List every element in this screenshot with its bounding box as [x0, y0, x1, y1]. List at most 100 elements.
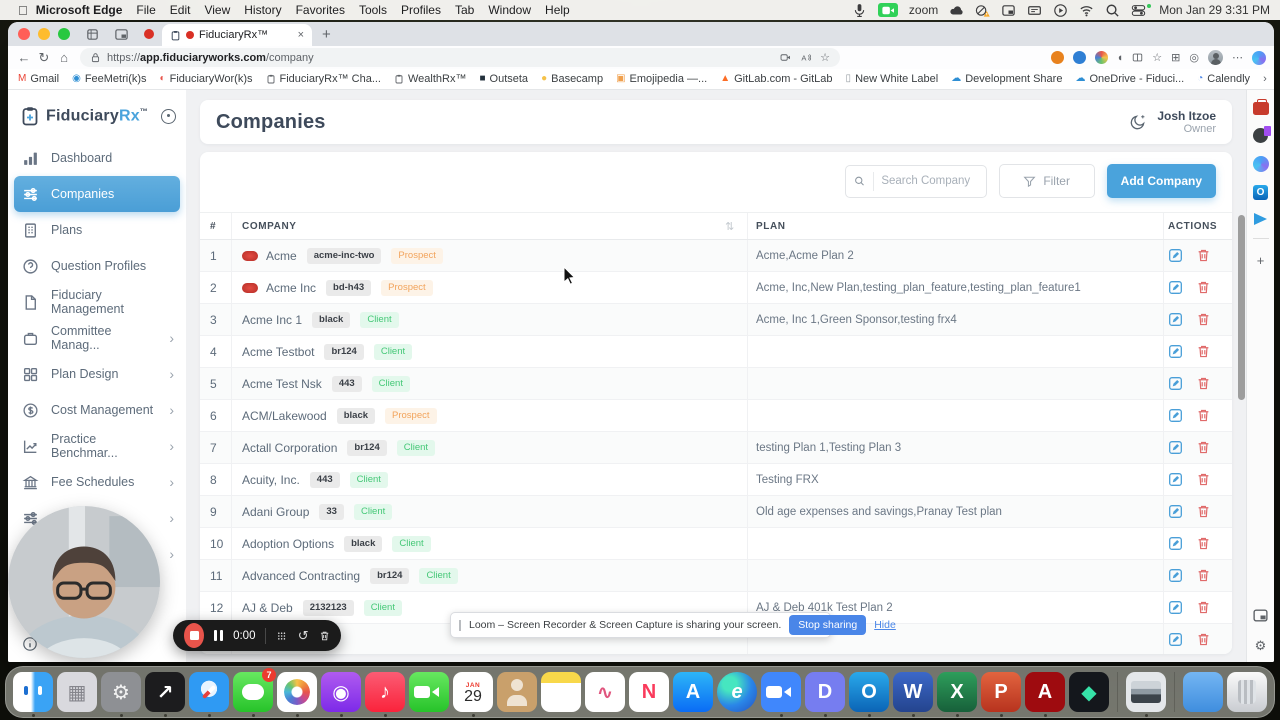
edit-button[interactable] [1168, 312, 1183, 327]
sidebar-item-fiduciary-management[interactable]: Fiduciary Management › [8, 284, 186, 320]
camera-active-icon[interactable] [877, 3, 898, 17]
dock-item-outlook[interactable]: O [849, 672, 889, 717]
delete-button[interactable] [1196, 344, 1211, 359]
dock-item-freeform[interactable]: ∿ [585, 672, 625, 712]
extension-color-icon[interactable] [1094, 51, 1108, 64]
hide-link[interactable]: Hide [874, 619, 896, 631]
dock-item-word[interactable]: W [893, 672, 933, 717]
collections-icon[interactable]: ⊞ [1171, 52, 1181, 64]
table-row[interactable]: 1 Acme acme-inc-two Prospect Acme,Acme P… [200, 240, 1232, 272]
home-button[interactable]: ⌂ [60, 49, 68, 65]
more-menu-icon[interactable]: ⋯ [1232, 52, 1243, 64]
dock-item-news[interactable]: N [629, 672, 669, 712]
menubar-menu-help[interactable]: Help [535, 3, 570, 17]
edge-people-icon[interactable] [1253, 126, 1271, 143]
sidebar-item-fee-schedules[interactable]: Fee Schedules › [8, 464, 186, 500]
delete-button[interactable] [1196, 472, 1211, 487]
bookmarks-overflow-chevron[interactable]: › [1263, 73, 1267, 85]
dock-item-photos[interactable] [277, 672, 317, 717]
page-scrollbar[interactable] [1238, 215, 1245, 400]
dock-item-powerpoint[interactable]: P [981, 672, 1021, 717]
profile-avatar[interactable] [1208, 50, 1223, 65]
favorite-star-icon[interactable]: ☆ [820, 52, 830, 64]
table-row[interactable]: 7 Actall Corporation br124 Client testin… [200, 432, 1232, 464]
menubar-menu-tools[interactable]: Tools [349, 3, 387, 17]
app-logo[interactable]: FiduciaryRx™ [8, 90, 186, 140]
menubar-menu-view[interactable]: View [194, 3, 230, 17]
loom-restart-icon[interactable]: ↺ [297, 627, 309, 643]
table-row[interactable]: 2 Acme Inc bd-h43 Prospect Acme, Inc,New… [200, 272, 1232, 304]
tab-close-icon[interactable]: × [297, 29, 304, 41]
menubar-menu-profiles[interactable]: Profiles [391, 3, 441, 17]
browser-essentials-icon[interactable]: ◎ [1189, 52, 1199, 64]
table-row[interactable]: 10 Adoption Options black Client [200, 528, 1232, 560]
dock-item-stocks[interactable]: ↗ [145, 672, 185, 717]
dock-item-app-store[interactable]: A [673, 672, 713, 712]
info-icon[interactable] [22, 636, 38, 652]
table-row[interactable]: 11 Advanced Contracting br124 Client [200, 560, 1232, 592]
search-company-input[interactable] [873, 175, 986, 187]
menubar-menu-favorites[interactable]: Favorites [285, 3, 345, 17]
playback-icon[interactable] [1053, 3, 1068, 18]
dark-mode-icon[interactable] [1129, 113, 1147, 131]
menubar-menu-edit[interactable]: Edit [160, 3, 191, 17]
delete-button[interactable] [1196, 408, 1211, 423]
bookmark-item[interactable]: ◉ FeeMetri(k)s [72, 73, 147, 85]
edit-button[interactable] [1168, 504, 1183, 519]
bookmark-item[interactable]: ▲ GitLab.com - GitLab [720, 73, 833, 85]
stop-sharing-button[interactable]: Stop sharing [789, 615, 867, 635]
bookmark-item[interactable]: ◔ Calendly [1197, 73, 1251, 85]
edge-sidebar-toggle-icon[interactable] [1252, 607, 1269, 624]
new-tab-button[interactable]: + [322, 25, 331, 43]
edit-button[interactable] [1168, 632, 1183, 647]
dock-item-minimized-window[interactable] [1126, 672, 1166, 717]
apple-menu-icon[interactable]:  [18, 3, 28, 18]
table-row[interactable]: 6 ACM/Lakewood black Prospect [200, 400, 1232, 432]
edit-button[interactable] [1168, 376, 1183, 391]
delete-button[interactable] [1196, 280, 1211, 295]
dock-item-notes[interactable] [541, 672, 581, 712]
dock-item-acrobat[interactable]: A [1025, 672, 1065, 717]
favorites-list-icon[interactable]: ☆ [1152, 52, 1163, 64]
edge-add-sidebar-icon[interactable]: + [1256, 253, 1265, 268]
back-button[interactable]: ← [17, 49, 31, 65]
bookmark-item[interactable]: FiduciaryRx™ Cha... [266, 73, 381, 85]
bookmark-item[interactable]: ▣ Emojipedia —... [616, 73, 708, 85]
address-bar[interactable]: https://app.fiduciaryworks.com/company A… [80, 48, 840, 67]
site-permissions-icon[interactable] [90, 52, 101, 63]
extension-blue-icon[interactable] [1072, 51, 1086, 64]
bookmark-item[interactable]: ☁ Development Share [951, 73, 1063, 85]
dock-item-messages[interactable]: 7 [233, 668, 276, 717]
edit-button[interactable] [1168, 408, 1183, 423]
dock-item-facetime[interactable] [409, 672, 449, 712]
screen-capture-icon[interactable] [1001, 3, 1016, 18]
split-screen-icon[interactable] [1132, 52, 1143, 63]
table-row[interactable]: 8 Acuity, Inc. 443 Client Testing FRX [200, 464, 1232, 496]
dock-item-podcasts[interactable]: ◉ [321, 672, 361, 717]
bookmark-item[interactable]: ▯ New White Label [845, 73, 939, 85]
column-header-num[interactable]: # [200, 213, 232, 239]
bookmark-item[interactable]: ☁ OneDrive - Fiduci... [1075, 73, 1185, 85]
bookmark-item[interactable]: M Gmail [18, 73, 60, 85]
delete-button[interactable] [1196, 312, 1211, 327]
delete-button[interactable] [1196, 248, 1211, 263]
dock-item-filmora[interactable]: ◆ [1069, 672, 1109, 712]
zoom-menu-item[interactable]: zoom [908, 3, 939, 17]
menubar-app-name[interactable]: Microsoft Edge [26, 3, 123, 17]
loom-pause-button[interactable] [214, 630, 224, 641]
table-row[interactable]: 4 Acme Testbot br124 Client [200, 336, 1232, 368]
dock-item-system-settings[interactable]: ⚙ [101, 672, 141, 717]
tab-search-icon[interactable] [114, 27, 129, 42]
table-row[interactable]: 5 Acme Test Nsk 443 Client [200, 368, 1232, 400]
menubar-menu-tab[interactable]: Tab [445, 3, 474, 17]
extension-lock-icon[interactable] [1050, 51, 1064, 64]
delete-button[interactable] [1196, 568, 1211, 583]
edit-button[interactable] [1168, 344, 1183, 359]
edit-button[interactable] [1168, 472, 1183, 487]
loom-delete-icon[interactable] [319, 629, 330, 643]
dock-item-downloads-folder[interactable] [1183, 672, 1223, 712]
camera-warning-icon[interactable] [975, 3, 990, 18]
copilot-icon[interactable] [1252, 50, 1266, 65]
extension-c-icon[interactable]: ◖ [1116, 51, 1124, 64]
dock-item-launchpad[interactable]: ▦ [57, 672, 97, 712]
